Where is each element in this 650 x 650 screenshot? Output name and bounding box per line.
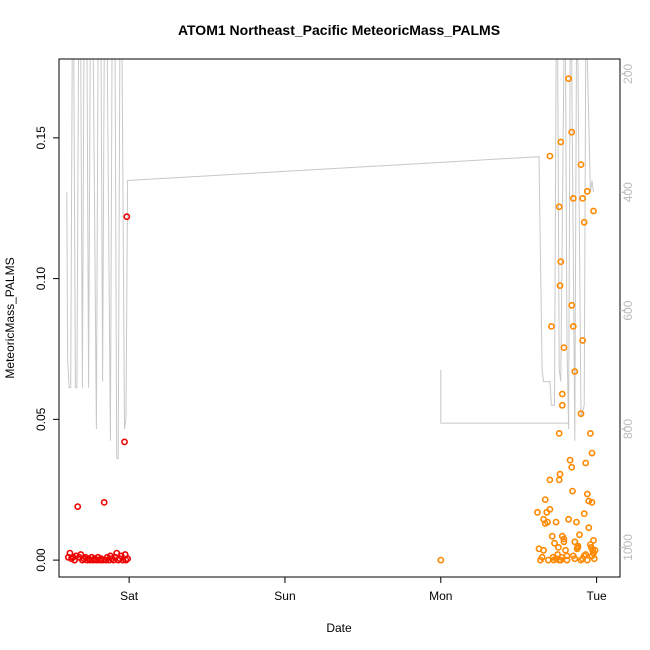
data-point [590,537,597,544]
x-tick-label: Sun [274,589,295,603]
y-right-tick-label: 600 [621,300,635,320]
data-point [585,524,593,532]
data-point [563,552,571,560]
data-point [571,555,579,563]
data-point [100,498,108,506]
data-point [574,542,582,550]
data-point [540,515,547,523]
data-point [548,322,555,330]
data-point [579,337,586,344]
data-point [569,322,577,330]
series-1 [64,213,131,564]
data-point [573,518,580,526]
data-point [551,539,558,547]
data-point [571,538,579,546]
x-tick-label: Tue [587,589,608,603]
data-point [555,544,562,551]
data-point [587,429,594,437]
data-point [534,508,541,516]
data-point [591,546,599,554]
y-tick-label: 0.05 [34,407,48,431]
data-point [557,258,565,266]
y-tick-label: 0.15 [34,126,48,150]
data-point [579,194,586,202]
y-axis-label: MeteoricMass_PALMS [3,257,17,378]
data-point [546,152,554,160]
data-point [548,532,556,540]
data-point [556,470,564,478]
data-point [571,368,579,375]
x-axis-label: Date [326,621,352,635]
data-point [560,535,568,543]
data-point [437,556,445,564]
data-point [566,456,574,464]
data-point [583,490,591,498]
data-point [569,487,576,495]
data-point [576,531,583,539]
data-point [582,459,590,467]
data-point [552,518,560,526]
data-point [583,187,591,195]
data-point [588,498,596,506]
data-point [590,555,598,563]
pressure-line [66,59,594,460]
data-point [580,510,588,518]
data-point [569,194,577,202]
data-point [565,75,572,83]
data-point [124,555,131,563]
x-tick-label: Mon [429,589,452,603]
y-right-tick-label: 800 [621,419,635,439]
data-point [541,496,549,503]
data-point [568,301,576,309]
data-point [113,549,121,557]
data-point [558,401,566,409]
y-axis-right: 200 400 600 800 1000 [620,63,635,561]
data-point [555,429,563,437]
data-point [563,556,571,564]
y-tick-label: 0.10 [34,267,48,291]
data-point [565,515,572,523]
x-axis: Sat Sun Mon Tue [120,577,607,603]
data-point [560,538,568,546]
data-point [585,497,593,505]
y-right-tick-label: 200 [621,63,635,83]
data-point [590,207,597,215]
data-point [583,556,591,564]
data-point [588,449,596,457]
data-point [577,161,585,168]
data-point [121,438,128,446]
pressure-line-segment [440,369,569,424]
plot-area [64,59,599,564]
data-point [74,503,82,510]
y-axis-left: 0.00 0.05 0.10 0.15 [34,126,59,572]
data-point [577,410,585,418]
data-point [555,476,563,484]
data-point [538,553,546,561]
y-right-tick-label: 1000 [621,534,635,561]
data-point [555,203,563,211]
data-point [556,282,564,289]
data-point [562,546,569,554]
data-point [99,556,106,564]
data-point [546,476,554,484]
data-point [557,138,565,146]
x-tick-label: Sat [120,589,139,603]
data-point [560,344,568,351]
data-point [546,505,554,513]
y-right-tick-label: 400 [621,182,635,202]
data-point [540,546,547,554]
data-point [568,463,576,471]
chart-title: ATOM1 Northeast_Pacific MeteoricMass_PAL… [178,22,500,38]
plot-frame [58,58,621,578]
data-point [580,218,588,226]
data-point [568,128,576,136]
data-point [558,390,566,398]
data-point [123,213,131,221]
series-2 [437,75,599,564]
y-tick-label: 0.00 [34,548,48,572]
